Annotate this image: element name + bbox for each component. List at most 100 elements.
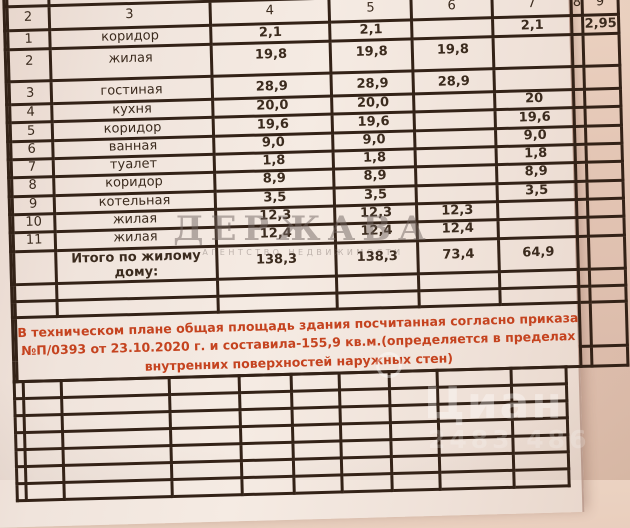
empty-cell [171,477,243,497]
empty-cell [16,466,26,484]
area-value [573,66,585,90]
empty-cell [24,431,63,450]
empty-cell [239,373,292,393]
area-value [574,107,586,127]
area-value: 19,6 [494,107,575,129]
area-value [497,199,578,220]
empty-bottom-grid [13,365,571,502]
area-value: 9,0 [495,126,576,147]
empty-cell [239,390,292,410]
row-num: 8 [11,176,54,197]
empty-cell [341,473,393,492]
area-value: 28,9 [331,70,414,97]
empty-cell [14,398,25,416]
empty-cell [391,471,441,491]
empty-cell [339,388,390,407]
empty-cell [23,397,63,416]
empty-cell [170,443,242,463]
empty-cell [580,345,593,366]
area-value [571,15,584,35]
empty-cell [340,439,392,458]
area-value [585,125,622,144]
empty-cell [391,454,440,474]
empty-cell [171,460,242,480]
area-value: 9,0 [332,130,416,151]
row-num: 7 [11,158,54,178]
empty-cell [241,475,295,495]
empty-cell [291,406,341,425]
empty-cell [437,401,513,421]
col-header: 4 [209,0,330,26]
empty-cell [389,369,438,389]
empty-cell [291,389,340,408]
total-value: 138,3 [216,242,337,279]
empty-cell [590,300,627,346]
area-value [574,126,587,145]
row-num: 6 [10,140,53,160]
room-name: жилая [49,44,212,81]
empty-cell [169,375,240,395]
empty-cell [439,452,514,472]
area-value [577,216,589,237]
empty-cell [438,435,514,455]
area-value: 12,3 [416,201,498,222]
empty-cell [588,234,625,269]
area-value [583,33,620,67]
area-value [416,183,498,204]
empty-cell [23,380,62,399]
total-value: 64,9 [498,236,579,272]
area-value: 19,6 [332,111,415,134]
area-value [572,34,585,67]
row-num: 2 [8,48,51,82]
empty-cell [390,437,440,457]
area-value: 1,8 [495,144,576,165]
empty-cell [389,386,438,406]
col-header: 9 [582,0,618,16]
area-value: 19,8 [330,38,414,74]
empty-cell [24,414,63,433]
area-value: 8,9 [496,162,577,184]
empty-cell [418,271,500,291]
area-value [576,180,588,200]
area-value: 12,4 [417,219,499,241]
empty-cell [13,250,57,285]
empty-cell [578,268,591,287]
area-value: 12,3 [334,203,418,224]
area-value: 2,95 [582,14,619,35]
empty-cell [25,482,65,501]
empty-cell [577,235,590,270]
area-value [414,128,496,149]
area-value [493,66,574,92]
area-value [573,89,586,108]
area-value: 20,0 [331,93,415,115]
empty-cell [390,420,439,440]
area-value [411,17,493,39]
total-label: Итого по жилому дому: [55,245,218,284]
empty-cell [240,424,293,444]
empty-cell [14,300,57,318]
empty-cell [512,417,568,436]
empty-cell [578,285,591,303]
empty-cell [510,366,567,385]
area-value [584,65,620,90]
empty-cell [15,415,25,433]
empty-cell [240,441,294,461]
total-value: 73,4 [417,238,500,274]
area-value [586,142,622,162]
area-value: 20 [494,89,575,110]
area-value: 28,9 [413,68,495,94]
area-value [585,106,621,127]
empty-cell [513,451,569,470]
empty-cell [169,392,240,412]
empty-cell [170,409,241,429]
area-value [587,179,623,199]
empty-cell [15,449,26,467]
area-value: 2,1 [492,15,573,37]
col-header: 8 [570,0,583,16]
empty-cell [63,479,173,500]
col-header: 5 [329,0,412,23]
room-area-table: 1 2 3 4 5 6 7 8 9 1 коридор 2, [2,0,629,383]
area-value: 8,9 [333,166,417,188]
empty-cell [591,344,628,366]
